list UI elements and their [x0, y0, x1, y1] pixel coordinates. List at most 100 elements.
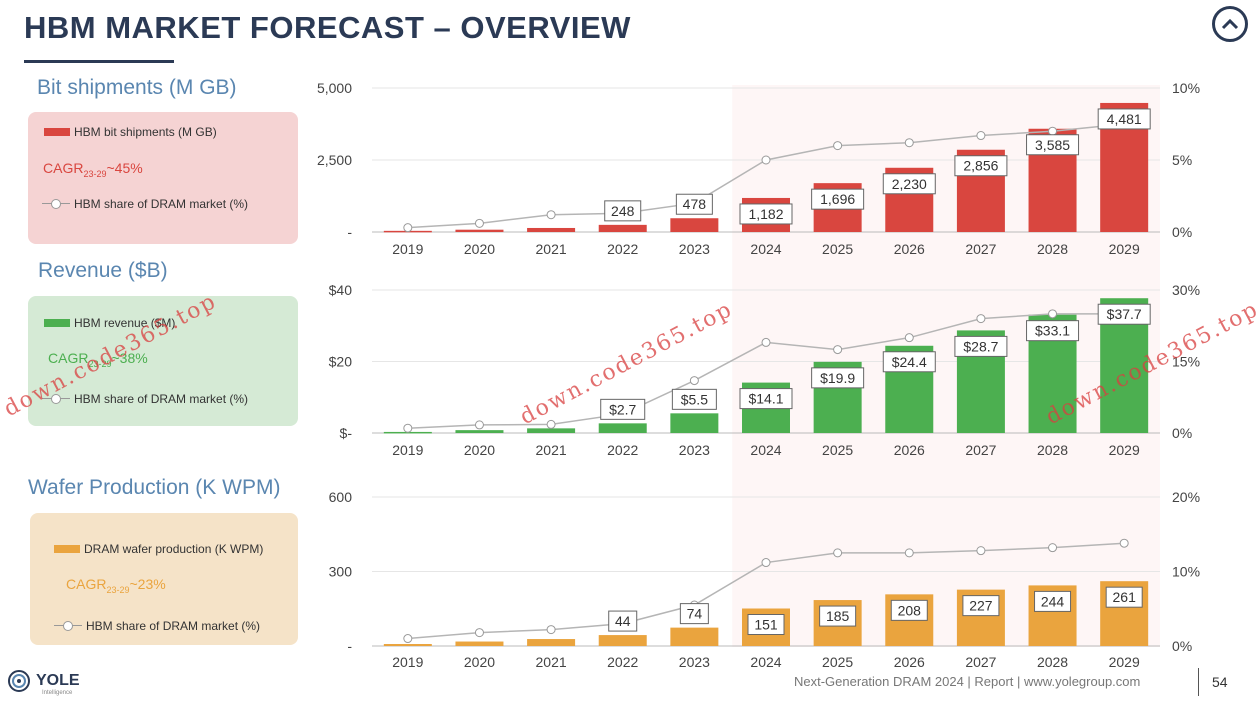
- wafer-data-label: 244: [1041, 593, 1065, 609]
- bits-bar-legend-label: HBM bit shipments (M GB): [74, 125, 217, 139]
- revenue-data-label: $24.4: [892, 354, 927, 370]
- wafer-data-label-box: [679, 603, 709, 625]
- bits-bar: [527, 227, 576, 232]
- revenue-y2-tick: 15%: [1172, 354, 1200, 370]
- bits-data-label-box: [739, 203, 793, 225]
- revenue-share-point: [1048, 309, 1058, 319]
- wafer-bar: [383, 644, 432, 646]
- revenue-x-tick: 2025: [822, 442, 853, 458]
- revenue-share-point: [904, 333, 914, 343]
- wafer-share-point: [904, 548, 914, 558]
- wafer-data-label-box: [890, 599, 928, 621]
- revenue-y-tick: $-: [340, 425, 353, 441]
- wafer-x-tick: 2024: [750, 654, 781, 670]
- wafer-share-point: [403, 634, 413, 644]
- wafer-cagr: CAGR23-29~23%: [66, 576, 166, 595]
- bits-data-label-box: [1097, 108, 1151, 130]
- wafer-y-tick: 300: [329, 564, 353, 580]
- revenue-y2-tick: 0%: [1172, 425, 1192, 441]
- revenue-data-label: $37.7: [1107, 306, 1142, 322]
- wafer-data-label-box: [1105, 586, 1143, 608]
- revenue-x-tick: 2028: [1037, 442, 1068, 458]
- bits-data-label-box: [1026, 134, 1080, 156]
- revenue-x-tick: 2023: [679, 442, 710, 458]
- wafer-swatch: [54, 545, 80, 553]
- forecast-region: [732, 85, 1160, 647]
- wafer-line-legend: HBM share of DRAM market (%): [54, 619, 260, 633]
- bits-y-tick: -: [347, 224, 352, 240]
- wafer-y2-tick: 20%: [1172, 489, 1200, 505]
- scroll-up-button[interactable]: [1212, 6, 1248, 42]
- revenue-bar: [527, 428, 576, 433]
- revenue-section-title: Revenue ($B): [38, 259, 168, 282]
- footer-text: Next-Generation DRAM 2024 | Report | www…: [794, 674, 1141, 689]
- revenue-data-label-box: [954, 335, 1008, 357]
- wafer-share-point: [761, 558, 771, 568]
- bits-x-tick: 2025: [822, 241, 853, 257]
- bits-share-point: [546, 210, 556, 220]
- revenue-share-point: [546, 419, 556, 429]
- bits-share-point: [1048, 126, 1058, 136]
- revenue-data-label: $2.7: [609, 401, 636, 417]
- wafer-data-label: 185: [826, 608, 850, 624]
- yole-logo-icon: [8, 670, 30, 692]
- bits-y2-tick: 0%: [1172, 224, 1192, 240]
- bits-line-legend-label: HBM share of DRAM market (%): [74, 197, 249, 211]
- bits-x-tick: 2023: [679, 241, 710, 257]
- wafer-x-tick: 2027: [965, 654, 996, 670]
- wafer-y2-tick: 0%: [1172, 638, 1192, 654]
- wafer-data-label-box: [608, 610, 638, 632]
- bits-x-tick: 2026: [894, 241, 925, 257]
- revenue-swatch: [44, 319, 70, 327]
- bits-data-label-box: [675, 193, 713, 215]
- revenue-x-tick: 2019: [392, 442, 423, 458]
- revenue-bar-legend: HBM revenue ($M): [44, 316, 175, 330]
- bits-bar: [670, 218, 719, 232]
- wafer-x-tick: 2020: [464, 654, 495, 670]
- bits-cagr: CAGR23-29~45%: [43, 160, 143, 179]
- bits-data-label: 1,696: [820, 191, 855, 207]
- bits-share-point: [761, 155, 771, 165]
- wafer-share-point: [1119, 538, 1129, 548]
- wafer-bar: [455, 641, 504, 646]
- bits-swatch: [44, 128, 70, 136]
- revenue-data-label-box: [1097, 303, 1151, 325]
- bits-data-label-box: [882, 173, 936, 195]
- revenue-data-label: $28.7: [963, 338, 998, 354]
- bits-data-label: 248: [611, 203, 635, 219]
- yole-logo: YOLE Intelligence: [6, 668, 80, 696]
- line-marker-icon: [42, 199, 70, 209]
- revenue-share-point: [976, 314, 986, 324]
- revenue-data-label-box: [600, 398, 646, 420]
- wafer-data-label: 151: [754, 617, 778, 633]
- wafer-bar: [670, 627, 719, 646]
- bits-line-legend: HBM share of DRAM market (%): [42, 197, 248, 211]
- bits-y2-tick: 10%: [1172, 80, 1200, 96]
- bits-bar: [455, 229, 504, 232]
- wafer-share-point: [1048, 543, 1058, 553]
- wafer-x-tick: 2025: [822, 654, 853, 670]
- bits-share-point: [474, 218, 484, 228]
- bits-share-point: [904, 138, 914, 148]
- wafer-data-label-box: [819, 605, 857, 627]
- revenue-y-tick: $40: [329, 282, 353, 298]
- revenue-data-label: $5.5: [681, 391, 708, 407]
- bits-share-point: [403, 223, 413, 233]
- revenue-data-label-box: [1026, 320, 1080, 342]
- wafer-section-title: Wafer Production (K WPM): [28, 476, 281, 499]
- wafer-y-tick: -: [347, 638, 352, 654]
- revenue-bar: [598, 423, 647, 433]
- wafer-line-legend-label: HBM share of DRAM market (%): [86, 619, 261, 633]
- bits-x-tick: 2028: [1037, 241, 1068, 257]
- revenue-share-point: [403, 423, 413, 433]
- bits-data-label: 1,182: [748, 206, 783, 222]
- footer-divider: [1198, 668, 1199, 696]
- bits-y-tick: 2,500: [317, 152, 352, 168]
- wafer-bar-legend-label: DRAM wafer production (K WPM): [84, 542, 264, 556]
- wafer-x-tick: 2028: [1037, 654, 1068, 670]
- bits-data-label: 2,856: [963, 158, 998, 174]
- revenue-x-tick: 2027: [965, 442, 996, 458]
- revenue-bar-legend-label: HBM revenue ($M): [74, 316, 176, 330]
- wafer-x-tick: 2021: [536, 654, 567, 670]
- logo-subtext: Intelligence: [42, 690, 73, 696]
